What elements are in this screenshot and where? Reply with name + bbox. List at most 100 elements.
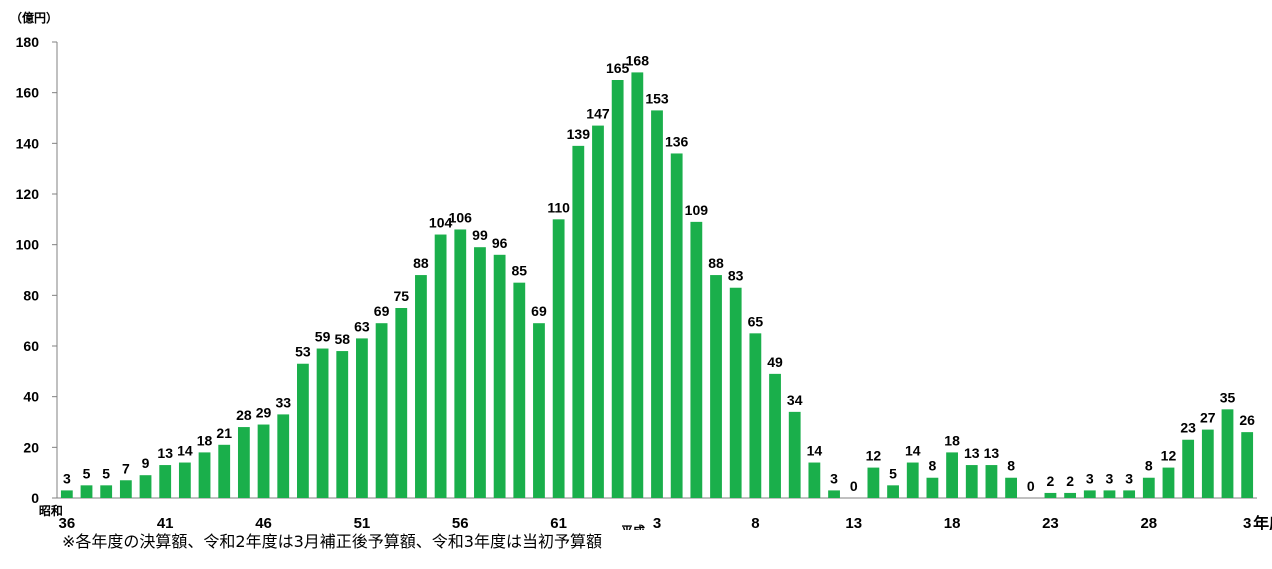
bar-value-label: 3: [1106, 470, 1114, 486]
bar: [769, 373, 781, 498]
bar: [237, 427, 250, 498]
x-tick-label: 23: [1042, 515, 1059, 530]
x-tick-label: 3: [1243, 515, 1251, 530]
bar: [474, 247, 486, 498]
bar-value-label: 14: [905, 443, 921, 459]
bar-value-label: 3: [830, 470, 838, 486]
bar: [1044, 492, 1057, 498]
bar: [80, 485, 93, 498]
bar-value-label: 7: [122, 460, 130, 476]
bar-value-label: 18: [944, 432, 960, 448]
bar: [1083, 490, 1096, 498]
bar: [1103, 490, 1116, 498]
bar-value-label: 168: [626, 52, 650, 68]
bar: [277, 414, 290, 498]
bar-value-label: 49: [767, 354, 783, 370]
bar: [572, 145, 585, 498]
bar: [454, 229, 467, 498]
bar-value-label: 88: [413, 255, 429, 271]
bar: [1123, 490, 1136, 498]
bar-value-label: 3: [1086, 470, 1094, 486]
x-tick-label: 41: [157, 515, 174, 530]
bar-value-label: 99: [472, 227, 488, 243]
y-tick-label: 20: [23, 439, 39, 455]
bar: [867, 467, 880, 498]
bar-value-label: 153: [645, 90, 669, 106]
bar: [611, 80, 624, 498]
bar: [729, 287, 742, 498]
y-tick-label: 100: [16, 237, 40, 253]
x-tick-label: 46: [255, 515, 272, 530]
x-tick-label: 36: [58, 515, 75, 530]
bar: [1142, 477, 1155, 498]
bar-value-label: 2: [1047, 473, 1055, 489]
bar-value-label: 13: [157, 445, 173, 461]
x-tick-label: 51: [354, 515, 371, 530]
bar: [336, 351, 349, 498]
bar-value-label: 0: [1027, 478, 1035, 494]
bar: [906, 462, 919, 498]
bar-value-label: 3: [1125, 470, 1133, 486]
bar-value-label: 147: [586, 106, 610, 122]
y-tick-label: 80: [23, 287, 39, 303]
bar: [808, 462, 821, 498]
bar-value-label: 23: [1180, 420, 1196, 436]
bar-value-label: 2: [1066, 473, 1074, 489]
y-tick-label: 40: [23, 389, 39, 405]
bar: [119, 480, 132, 498]
bar-value-label: 3: [63, 470, 71, 486]
y-tick-label: 120: [16, 186, 40, 202]
bar-value-label: 13: [984, 445, 1000, 461]
bar: [178, 462, 191, 498]
x-axis-unit: 年度: [1253, 514, 1272, 530]
bar-value-label: 12: [866, 448, 882, 464]
bar: [1241, 432, 1254, 498]
bar: [100, 485, 113, 498]
bar-value-label: 8: [1007, 458, 1015, 474]
bar-value-label: 104: [429, 215, 453, 231]
bar-value-label: 14: [177, 443, 193, 459]
bar: [965, 465, 978, 498]
bar-value-label: 35: [1220, 389, 1236, 405]
bar-value-label: 165: [606, 60, 630, 76]
bar-value-label: 29: [256, 405, 272, 421]
bar: [749, 333, 762, 498]
bar-value-label: 27: [1200, 410, 1216, 426]
x-tick-label: 3: [653, 515, 661, 530]
bar: [690, 221, 703, 498]
y-tick-label: 160: [16, 85, 40, 101]
bar-value-label: 5: [83, 465, 91, 481]
bar-value-label: 88: [708, 255, 724, 271]
bar-value-label: 18: [197, 432, 213, 448]
bar: [946, 452, 958, 498]
bar-value-label: 63: [354, 318, 370, 334]
bar: [218, 444, 231, 498]
bar: [493, 254, 506, 498]
bar: [788, 411, 801, 498]
bar-value-label: 83: [728, 268, 744, 284]
bar: [1201, 429, 1214, 498]
x-tick-label: 61: [550, 515, 567, 530]
bar: [651, 110, 663, 499]
bar-value-label: 8: [1145, 458, 1153, 474]
bar-value-label: 0: [850, 478, 858, 494]
bar-value-label: 8: [929, 458, 937, 474]
bar: [631, 72, 644, 499]
bar: [415, 275, 427, 498]
bar: [592, 125, 604, 498]
era-label: 平成: [621, 523, 645, 530]
footnote: ※各年度の決算額、令和2年度は3月補正後予算額、令和3年度は当初予算額: [62, 532, 602, 551]
bar-value-label: 69: [531, 303, 547, 319]
bar: [60, 490, 73, 498]
bar: [828, 490, 840, 498]
bar: [198, 452, 211, 498]
bar: [985, 465, 998, 498]
bar: [926, 477, 939, 498]
bar-value-label: 75: [393, 288, 409, 304]
bar: [375, 323, 388, 498]
y-tick-label: 60: [23, 338, 39, 354]
x-tick-label: 8: [751, 515, 759, 530]
bar-value-label: 96: [492, 235, 508, 251]
bar-value-label: 34: [787, 392, 803, 408]
